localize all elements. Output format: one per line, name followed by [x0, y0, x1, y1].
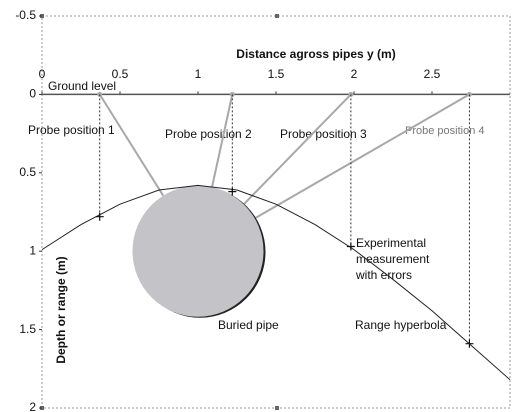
probe-ray — [98, 93, 165, 197]
probe-label: Probe position 2 — [165, 127, 252, 141]
probe-ray — [243, 93, 352, 205]
y-tick-label: 2 — [29, 400, 36, 412]
measurement-label: with errors — [355, 268, 412, 282]
x-tick-label: 0.5 — [112, 67, 129, 81]
probe-ray — [254, 93, 470, 220]
probe-label: Probe position 4 — [405, 125, 485, 137]
probe-label: Probe position 3 — [280, 127, 367, 141]
y-tick-label: 0 — [29, 87, 36, 101]
x-tick-label: 2 — [351, 67, 358, 81]
probe-ray — [211, 94, 234, 188]
measurement — [346, 242, 355, 251]
pipe-label: Buried pipe — [218, 318, 279, 332]
handle — [275, 406, 279, 410]
y-tick-label: 1.5 — [19, 322, 36, 336]
y-tick-label: 1 — [29, 243, 36, 257]
measurement — [95, 212, 104, 221]
pipe — [132, 185, 264, 317]
measurement — [465, 339, 474, 348]
hyperbola — [41, 184, 511, 381]
y-axis-title: Depth or range (m) — [54, 256, 68, 363]
x-tick-label: 1.5 — [268, 67, 285, 81]
measurement-label: measurement — [356, 252, 430, 266]
measurement — [228, 187, 237, 196]
y-tick-label: 0.5 — [19, 165, 36, 179]
x-tick-label: 2.5 — [424, 67, 441, 81]
x-tick-label: 1 — [195, 67, 202, 81]
ground-label: Ground level — [48, 79, 116, 93]
x-tick-label: 0 — [39, 67, 46, 81]
hyperbola-label: Range hyperbola — [355, 318, 447, 332]
probe-label: Probe position 1 — [28, 123, 115, 137]
y-tick-label: -0.5 — [15, 8, 36, 22]
measurement-label: Experimental — [356, 236, 426, 250]
x-axis-title: Distance agross pipes y (m) — [236, 47, 395, 61]
handle — [275, 14, 279, 18]
